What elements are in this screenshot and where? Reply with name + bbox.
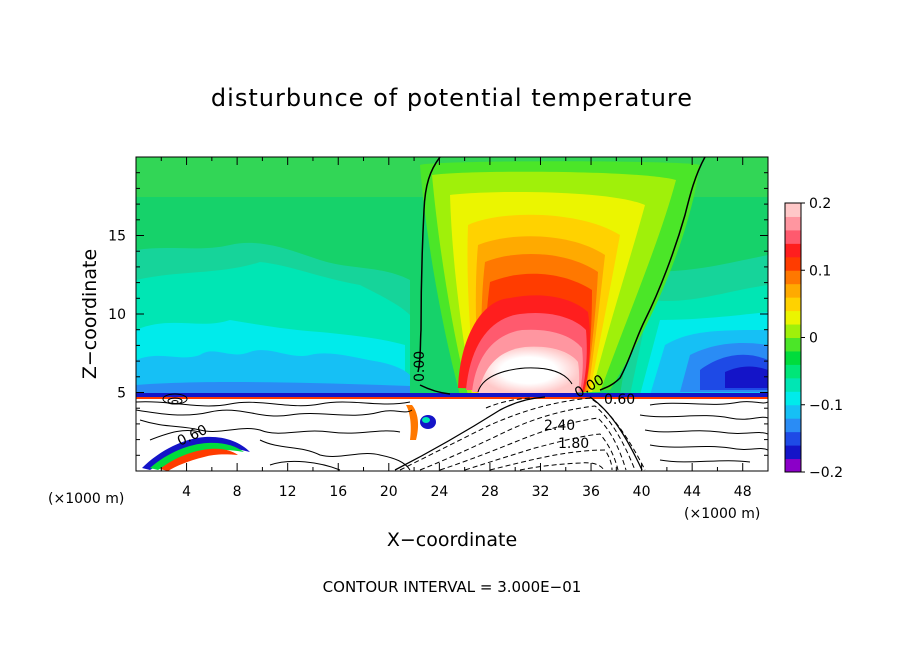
colorbar-swatch [785, 256, 801, 271]
colorbar-swatch [785, 229, 801, 244]
x-tick-label: 8 [233, 484, 242, 500]
colorbar-swatch [785, 337, 801, 352]
x-axis-label: X−coordinate [387, 529, 517, 551]
colorbar-swatch [785, 377, 801, 392]
y-unit-label: (×1000 m) [48, 491, 124, 507]
colorbar-swatch [785, 324, 801, 338]
colorbar-swatch [785, 404, 801, 419]
chart-title: disturbunce of potential temperature [210, 84, 694, 112]
y-tick-label: 5 [117, 386, 126, 402]
x-tick-label: 24 [430, 484, 448, 500]
x-unit-label: (×1000 m) [684, 506, 760, 522]
contour-label: 1.80 [558, 436, 589, 452]
x-tick-labels: 4 8 12 16 20 24 28 32 36 40 44 48 [182, 484, 752, 500]
x-tick-label: 4 [182, 484, 191, 500]
heatmap-field [136, 157, 768, 471]
x-tick-label: 36 [582, 484, 600, 500]
contour-lines [136, 157, 768, 471]
x-tick-label: 28 [481, 484, 499, 500]
colorbar-swatch [785, 458, 801, 473]
contour-label: 2.40 [544, 418, 575, 434]
x-tick-label: 48 [734, 484, 752, 500]
colorbar [785, 203, 801, 473]
colorbar-swatch [785, 297, 801, 312]
x-tick-label: 20 [380, 484, 398, 500]
colorbar-tick-label: 0 [809, 331, 818, 347]
contour-interval-note: CONTOUR INTERVAL = 3.000E−01 [322, 578, 582, 596]
colorbar-swatch [785, 270, 801, 285]
colorbar-swatch [785, 216, 801, 231]
y-tick-label: 10 [108, 307, 126, 323]
colorbar-tick-label: 0.1 [809, 263, 831, 279]
x-tick-label: 16 [329, 484, 347, 500]
colorbar-swatch [785, 350, 801, 365]
tick-marks [136, 157, 768, 471]
colorbar-swatch [785, 364, 801, 379]
colorbar-swatch [785, 243, 801, 258]
colorbar-swatch [785, 310, 801, 325]
x-tick-label: 32 [532, 484, 550, 500]
y-axis-label: Z−coordinate [79, 249, 101, 379]
colorbar-swatch [785, 203, 801, 217]
colorbar-swatch [785, 391, 801, 406]
colorbar-swatch [785, 418, 801, 433]
colorbar-swatch [785, 283, 801, 298]
contour-label: 0.60 [604, 392, 635, 408]
x-tick-label: 40 [633, 484, 651, 500]
colorbar-tick-label: −0.1 [809, 398, 843, 414]
y-tick-label: 15 [108, 229, 126, 245]
x-tick-label: 12 [279, 484, 297, 500]
colorbar-swatch [785, 431, 801, 446]
colorbar-ticks: 0.2 0.1 0 −0.1 −0.2 [801, 196, 843, 481]
colorbar-tick-label: 0.2 [809, 196, 831, 212]
colorbar-tick-label: −0.2 [809, 465, 843, 481]
y-tick-labels: 5 10 15 [108, 229, 126, 402]
contour-label: 0.00 [412, 351, 428, 382]
colorbar-swatch [785, 445, 801, 460]
x-tick-label: 44 [683, 484, 701, 500]
